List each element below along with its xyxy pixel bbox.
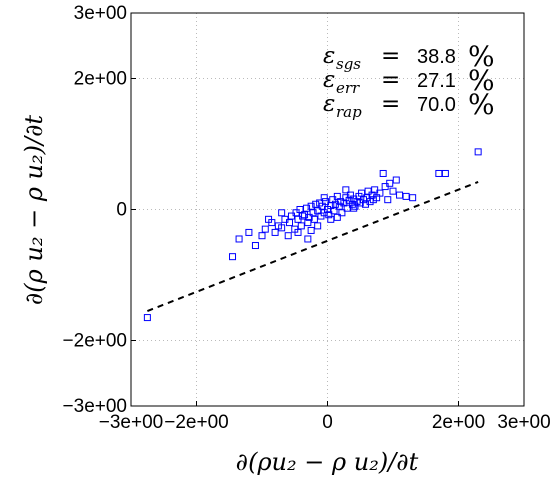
annotation-value: 70.0 <box>417 94 456 116</box>
data-point <box>294 228 302 236</box>
data-point <box>330 207 338 215</box>
data-point <box>327 215 335 223</box>
data-point <box>364 187 372 195</box>
y-tick-label: −2e+00 <box>63 331 127 352</box>
annotation-equals: = <box>381 91 400 117</box>
data-point <box>296 206 304 213</box>
data-point <box>358 189 366 197</box>
data-point <box>305 213 313 221</box>
error-annotations: ε sgs = 38.8 % ε err = 27.1 % ε rap = 70… <box>323 40 495 121</box>
x-tick-label: −3e+00 <box>99 412 163 433</box>
x-tick-label: 2e+00 <box>432 412 485 433</box>
annotation-value: 38.8 <box>417 46 456 68</box>
data-point <box>402 192 410 200</box>
data-point <box>322 198 330 206</box>
annotation-symbol: ε <box>323 91 335 117</box>
annotation-subscript: err <box>336 79 360 97</box>
y-tick-label: −3e+00 <box>63 396 127 417</box>
data-point <box>435 169 443 177</box>
data-point <box>271 228 279 236</box>
y-tick-label: 0 <box>116 200 127 221</box>
data-point <box>441 169 449 177</box>
y-tick-labels: −3e+00 −2e+00 0 2e+00 3e+00 <box>63 3 127 417</box>
data-point <box>261 225 269 233</box>
y-tick-label: 3e+00 <box>74 3 127 24</box>
annotation-err: ε err = 27.1 % <box>323 64 495 97</box>
data-point <box>299 212 307 220</box>
annotation-unit: % <box>468 40 495 73</box>
data-points <box>143 148 482 322</box>
data-point <box>325 211 333 219</box>
data-point <box>297 222 305 230</box>
data-point <box>392 176 400 184</box>
x-axis-title: ∂(ρu₂ − ρ u₂)/∂t <box>236 448 419 476</box>
data-point <box>474 148 482 156</box>
annotation-symbol: ε <box>323 67 335 93</box>
data-point <box>286 219 294 227</box>
data-point <box>376 189 384 197</box>
data-point <box>338 209 346 217</box>
data-point <box>268 219 276 227</box>
data-point <box>314 222 322 230</box>
fit-line <box>147 181 479 312</box>
data-point <box>235 235 243 243</box>
data-point <box>307 226 315 234</box>
data-point <box>229 253 237 261</box>
annotation-value: 27.1 <box>417 70 456 92</box>
annotation-sgs: ε sgs = 38.8 % <box>323 40 495 73</box>
data-point <box>396 191 404 199</box>
data-point <box>333 213 341 221</box>
data-point <box>379 169 387 177</box>
data-point <box>278 209 286 217</box>
data-point <box>284 232 292 240</box>
data-point <box>143 314 151 322</box>
data-point <box>312 200 320 208</box>
x-tick-labels: −3e+00 −2e+00 0 2e+00 3e+00 <box>99 412 551 433</box>
annotation-subscript: rap <box>336 103 362 121</box>
x-tick-label: −2e+00 <box>164 412 228 433</box>
data-point <box>304 235 312 243</box>
tick-marks <box>130 12 525 407</box>
data-point <box>303 204 311 212</box>
data-point <box>342 186 350 194</box>
data-point <box>245 228 253 236</box>
data-point <box>310 215 318 223</box>
data-point <box>343 204 351 212</box>
annotation-unit: % <box>468 64 495 97</box>
data-point <box>258 232 266 240</box>
annotation-equals: = <box>381 67 400 93</box>
x-tick-label: 3e+00 <box>497 412 550 433</box>
data-point <box>320 194 328 202</box>
annotation-subscript: sgs <box>336 55 361 73</box>
data-point <box>389 187 397 195</box>
data-point <box>386 179 394 187</box>
data-point <box>307 202 315 210</box>
data-point <box>251 242 259 250</box>
data-point <box>350 204 358 212</box>
data-point <box>304 219 312 227</box>
annotation-symbol: ε <box>323 43 335 69</box>
data-point <box>409 194 417 202</box>
annotation-unit: % <box>468 88 495 121</box>
y-tick-label: 2e+00 <box>74 69 127 90</box>
annotation-equals: = <box>381 43 400 69</box>
x-tick-label: 0 <box>322 412 333 433</box>
data-point <box>384 196 392 204</box>
data-point <box>309 209 317 217</box>
y-axis-title: ∂(ρ u₂ − ρ u₂)/∂t <box>20 115 48 306</box>
data-point <box>278 224 286 232</box>
annotation-rap: ε rap = 70.0 % <box>323 88 495 121</box>
